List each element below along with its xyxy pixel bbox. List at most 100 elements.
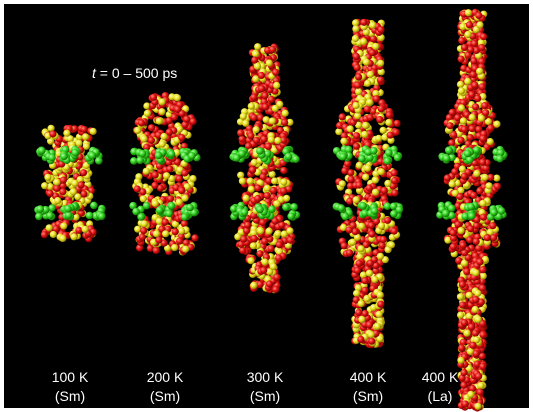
atom	[178, 187, 185, 194]
atom	[463, 268, 470, 275]
atom	[369, 49, 376, 56]
atom	[376, 311, 383, 318]
atom	[368, 231, 375, 238]
atom	[265, 228, 272, 235]
atom	[448, 205, 456, 213]
atom	[166, 165, 173, 172]
atom	[461, 126, 468, 133]
atom	[247, 257, 254, 264]
atom	[153, 230, 160, 237]
atom	[494, 183, 501, 190]
atom	[292, 155, 300, 163]
atom	[464, 78, 471, 85]
atom	[237, 129, 244, 136]
atom	[459, 242, 466, 249]
atom	[263, 116, 270, 123]
atom	[152, 171, 159, 178]
atom	[181, 195, 188, 202]
atom	[269, 117, 276, 124]
atom	[53, 185, 60, 192]
atom	[354, 64, 361, 71]
atom	[342, 213, 350, 221]
atom	[80, 169, 87, 176]
atom	[35, 213, 43, 221]
atom	[469, 125, 476, 132]
atom	[143, 168, 150, 175]
atom	[268, 96, 275, 103]
atom	[456, 193, 463, 200]
atom	[53, 179, 60, 186]
atom	[46, 224, 53, 231]
atom	[444, 174, 451, 181]
atom	[357, 336, 364, 343]
atom	[448, 139, 455, 146]
atom	[362, 122, 369, 129]
atom	[474, 290, 481, 297]
element-label: (Sm)	[250, 388, 280, 404]
atom	[243, 195, 250, 202]
atom	[479, 363, 486, 370]
atom	[391, 189, 398, 196]
atom	[141, 220, 148, 227]
atom	[349, 239, 356, 246]
atom	[260, 173, 267, 180]
atom	[471, 40, 478, 47]
atom	[165, 210, 173, 218]
atom	[340, 138, 347, 145]
atom	[240, 236, 247, 243]
atom	[360, 38, 367, 45]
atom	[368, 331, 375, 338]
atom	[373, 95, 380, 102]
atom	[473, 170, 480, 177]
atom	[489, 222, 496, 229]
atom	[353, 143, 360, 150]
atom	[155, 152, 163, 160]
atom	[355, 88, 362, 95]
atom	[377, 291, 384, 298]
atom	[41, 231, 48, 238]
atom	[387, 132, 394, 139]
atom	[467, 203, 475, 211]
atom	[388, 241, 395, 248]
atom	[71, 180, 78, 187]
atom	[60, 222, 67, 229]
atom	[458, 344, 465, 351]
atom	[253, 137, 260, 144]
atom	[368, 222, 375, 229]
atom	[458, 104, 465, 111]
atom	[367, 71, 374, 78]
atom	[189, 118, 196, 125]
atom	[377, 253, 384, 260]
element-label: (La)	[428, 388, 453, 404]
atom	[356, 260, 363, 267]
atom	[372, 43, 379, 50]
atom	[396, 206, 404, 214]
atom	[377, 301, 384, 308]
atom	[366, 184, 373, 191]
atom	[268, 136, 275, 143]
atom	[479, 266, 486, 273]
atom	[490, 209, 498, 217]
atom	[459, 301, 466, 308]
atom	[367, 114, 374, 121]
atom	[356, 182, 363, 189]
atom	[449, 181, 456, 188]
atom	[472, 330, 479, 337]
atom	[90, 202, 98, 210]
atom	[265, 143, 272, 150]
atom	[72, 149, 80, 157]
atom	[274, 230, 281, 237]
atom	[189, 175, 196, 182]
atom	[385, 149, 393, 157]
atom	[77, 181, 84, 188]
atom	[153, 247, 160, 254]
atom	[457, 81, 464, 88]
atom	[261, 238, 268, 245]
atom	[372, 177, 379, 184]
atom	[144, 110, 151, 117]
atom	[168, 202, 176, 210]
atom	[368, 338, 375, 345]
atom	[162, 218, 169, 225]
atom	[181, 220, 188, 227]
atom	[174, 94, 181, 101]
